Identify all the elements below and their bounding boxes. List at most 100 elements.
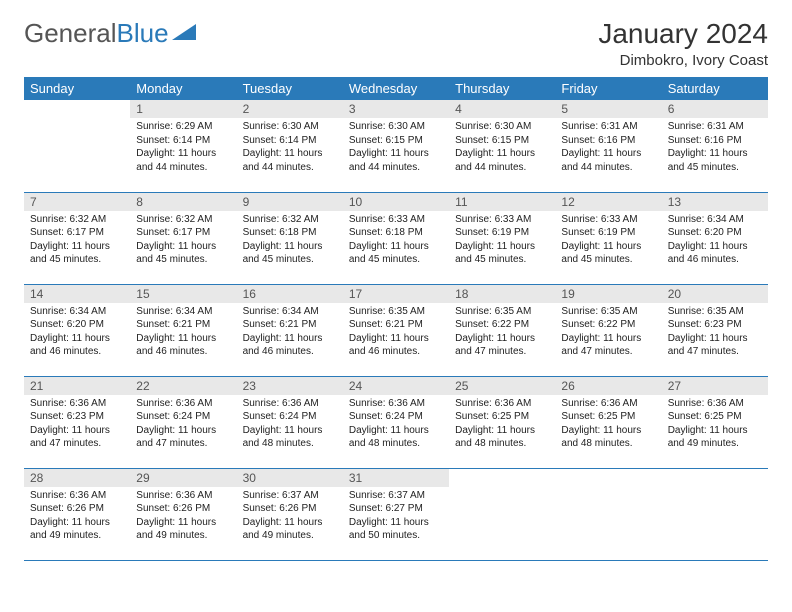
day-detail: Sunrise: 6:35 AMSunset: 6:22 PMDaylight:… <box>449 303 555 363</box>
calendar-cell: 5Sunrise: 6:31 AMSunset: 6:16 PMDaylight… <box>555 100 661 192</box>
day-number: 2 <box>237 100 343 118</box>
day-detail: Sunrise: 6:35 AMSunset: 6:21 PMDaylight:… <box>343 303 449 363</box>
calendar-cell: 25Sunrise: 6:36 AMSunset: 6:25 PMDayligh… <box>449 376 555 468</box>
calendar-cell: 9Sunrise: 6:32 AMSunset: 6:18 PMDaylight… <box>237 192 343 284</box>
day-detail: Sunrise: 6:33 AMSunset: 6:19 PMDaylight:… <box>449 211 555 271</box>
calendar-cell: 20Sunrise: 6:35 AMSunset: 6:23 PMDayligh… <box>662 284 768 376</box>
day-detail: Sunrise: 6:36 AMSunset: 6:26 PMDaylight:… <box>24 487 130 547</box>
day-number: 26 <box>555 377 661 395</box>
day-number: 3 <box>343 100 449 118</box>
day-detail: Sunrise: 6:36 AMSunset: 6:25 PMDaylight:… <box>555 395 661 455</box>
dayhead-wed: Wednesday <box>343 77 449 100</box>
day-number: 13 <box>662 193 768 211</box>
calendar-cell: 3Sunrise: 6:30 AMSunset: 6:15 PMDaylight… <box>343 100 449 192</box>
day-detail: Sunrise: 6:35 AMSunset: 6:23 PMDaylight:… <box>662 303 768 363</box>
day-number: 20 <box>662 285 768 303</box>
day-number: 14 <box>24 285 130 303</box>
day-number: 31 <box>343 469 449 487</box>
page-title: January 2024 <box>598 18 768 50</box>
logo: GeneralBlue <box>24 18 198 49</box>
day-number: 1 <box>130 100 236 118</box>
calendar-cell: 29Sunrise: 6:36 AMSunset: 6:26 PMDayligh… <box>130 468 236 560</box>
calendar-cell: 21Sunrise: 6:36 AMSunset: 6:23 PMDayligh… <box>24 376 130 468</box>
day-detail: Sunrise: 6:31 AMSunset: 6:16 PMDaylight:… <box>555 118 661 178</box>
location-label: Dimbokro, Ivory Coast <box>598 52 768 69</box>
day-detail: Sunrise: 6:33 AMSunset: 6:19 PMDaylight:… <box>555 211 661 271</box>
day-number: 10 <box>343 193 449 211</box>
day-detail: Sunrise: 6:36 AMSunset: 6:24 PMDaylight:… <box>343 395 449 455</box>
calendar-cell: 4Sunrise: 6:30 AMSunset: 6:15 PMDaylight… <box>449 100 555 192</box>
dayhead-sat: Saturday <box>662 77 768 100</box>
calendar-cell: 16Sunrise: 6:34 AMSunset: 6:21 PMDayligh… <box>237 284 343 376</box>
calendar-cell <box>449 468 555 560</box>
calendar-row: 21Sunrise: 6:36 AMSunset: 6:23 PMDayligh… <box>24 376 768 468</box>
day-detail: Sunrise: 6:34 AMSunset: 6:21 PMDaylight:… <box>130 303 236 363</box>
day-number: 29 <box>130 469 236 487</box>
calendar-cell: 19Sunrise: 6:35 AMSunset: 6:22 PMDayligh… <box>555 284 661 376</box>
day-detail: Sunrise: 6:35 AMSunset: 6:22 PMDaylight:… <box>555 303 661 363</box>
dayhead-sun: Sunday <box>24 77 130 100</box>
calendar-cell: 12Sunrise: 6:33 AMSunset: 6:19 PMDayligh… <box>555 192 661 284</box>
day-detail: Sunrise: 6:34 AMSunset: 6:20 PMDaylight:… <box>24 303 130 363</box>
day-number: 9 <box>237 193 343 211</box>
title-block: January 2024 Dimbokro, Ivory Coast <box>598 18 768 69</box>
day-detail: Sunrise: 6:36 AMSunset: 6:25 PMDaylight:… <box>662 395 768 455</box>
day-number: 19 <box>555 285 661 303</box>
calendar-cell: 13Sunrise: 6:34 AMSunset: 6:20 PMDayligh… <box>662 192 768 284</box>
day-detail: Sunrise: 6:30 AMSunset: 6:14 PMDaylight:… <box>237 118 343 178</box>
day-number: 23 <box>237 377 343 395</box>
calendar-row: 28Sunrise: 6:36 AMSunset: 6:26 PMDayligh… <box>24 468 768 560</box>
day-detail: Sunrise: 6:31 AMSunset: 6:16 PMDaylight:… <box>662 118 768 178</box>
day-detail: Sunrise: 6:32 AMSunset: 6:18 PMDaylight:… <box>237 211 343 271</box>
calendar-cell: 6Sunrise: 6:31 AMSunset: 6:16 PMDaylight… <box>662 100 768 192</box>
calendar-cell: 2Sunrise: 6:30 AMSunset: 6:14 PMDaylight… <box>237 100 343 192</box>
logo-text-2: Blue <box>117 18 169 49</box>
calendar-cell: 17Sunrise: 6:35 AMSunset: 6:21 PMDayligh… <box>343 284 449 376</box>
day-detail: Sunrise: 6:34 AMSunset: 6:20 PMDaylight:… <box>662 211 768 271</box>
calendar-row: 7Sunrise: 6:32 AMSunset: 6:17 PMDaylight… <box>24 192 768 284</box>
day-detail: Sunrise: 6:30 AMSunset: 6:15 PMDaylight:… <box>343 118 449 178</box>
calendar-cell <box>24 100 130 192</box>
day-detail: Sunrise: 6:30 AMSunset: 6:15 PMDaylight:… <box>449 118 555 178</box>
day-detail: Sunrise: 6:36 AMSunset: 6:24 PMDaylight:… <box>237 395 343 455</box>
day-number: 15 <box>130 285 236 303</box>
day-header-row: Sunday Monday Tuesday Wednesday Thursday… <box>24 77 768 100</box>
day-number: 24 <box>343 377 449 395</box>
day-number: 5 <box>555 100 661 118</box>
day-number: 25 <box>449 377 555 395</box>
calendar-cell: 1Sunrise: 6:29 AMSunset: 6:14 PMDaylight… <box>130 100 236 192</box>
calendar-cell: 7Sunrise: 6:32 AMSunset: 6:17 PMDaylight… <box>24 192 130 284</box>
day-number: 6 <box>662 100 768 118</box>
calendar-cell: 28Sunrise: 6:36 AMSunset: 6:26 PMDayligh… <box>24 468 130 560</box>
header: GeneralBlue January 2024 Dimbokro, Ivory… <box>24 18 768 69</box>
dayhead-thu: Thursday <box>449 77 555 100</box>
day-number: 12 <box>555 193 661 211</box>
calendar-cell: 15Sunrise: 6:34 AMSunset: 6:21 PMDayligh… <box>130 284 236 376</box>
day-number: 21 <box>24 377 130 395</box>
day-detail: Sunrise: 6:36 AMSunset: 6:24 PMDaylight:… <box>130 395 236 455</box>
day-number: 16 <box>237 285 343 303</box>
day-detail: Sunrise: 6:34 AMSunset: 6:21 PMDaylight:… <box>237 303 343 363</box>
day-number: 4 <box>449 100 555 118</box>
calendar-cell: 14Sunrise: 6:34 AMSunset: 6:20 PMDayligh… <box>24 284 130 376</box>
day-number: 30 <box>237 469 343 487</box>
dayhead-tue: Tuesday <box>237 77 343 100</box>
day-number: 18 <box>449 285 555 303</box>
day-number: 22 <box>130 377 236 395</box>
day-number: 7 <box>24 193 130 211</box>
calendar-cell: 11Sunrise: 6:33 AMSunset: 6:19 PMDayligh… <box>449 192 555 284</box>
day-number: 28 <box>24 469 130 487</box>
calendar-cell: 27Sunrise: 6:36 AMSunset: 6:25 PMDayligh… <box>662 376 768 468</box>
calendar-cell: 30Sunrise: 6:37 AMSunset: 6:26 PMDayligh… <box>237 468 343 560</box>
calendar-cell: 22Sunrise: 6:36 AMSunset: 6:24 PMDayligh… <box>130 376 236 468</box>
calendar-cell: 31Sunrise: 6:37 AMSunset: 6:27 PMDayligh… <box>343 468 449 560</box>
day-detail: Sunrise: 6:36 AMSunset: 6:23 PMDaylight:… <box>24 395 130 455</box>
dayhead-fri: Friday <box>555 77 661 100</box>
calendar-cell: 8Sunrise: 6:32 AMSunset: 6:17 PMDaylight… <box>130 192 236 284</box>
day-detail: Sunrise: 6:32 AMSunset: 6:17 PMDaylight:… <box>24 211 130 271</box>
calendar-row: 14Sunrise: 6:34 AMSunset: 6:20 PMDayligh… <box>24 284 768 376</box>
day-detail: Sunrise: 6:36 AMSunset: 6:25 PMDaylight:… <box>449 395 555 455</box>
day-number: 17 <box>343 285 449 303</box>
day-detail: Sunrise: 6:29 AMSunset: 6:14 PMDaylight:… <box>130 118 236 178</box>
logo-text-1: General <box>24 18 117 49</box>
